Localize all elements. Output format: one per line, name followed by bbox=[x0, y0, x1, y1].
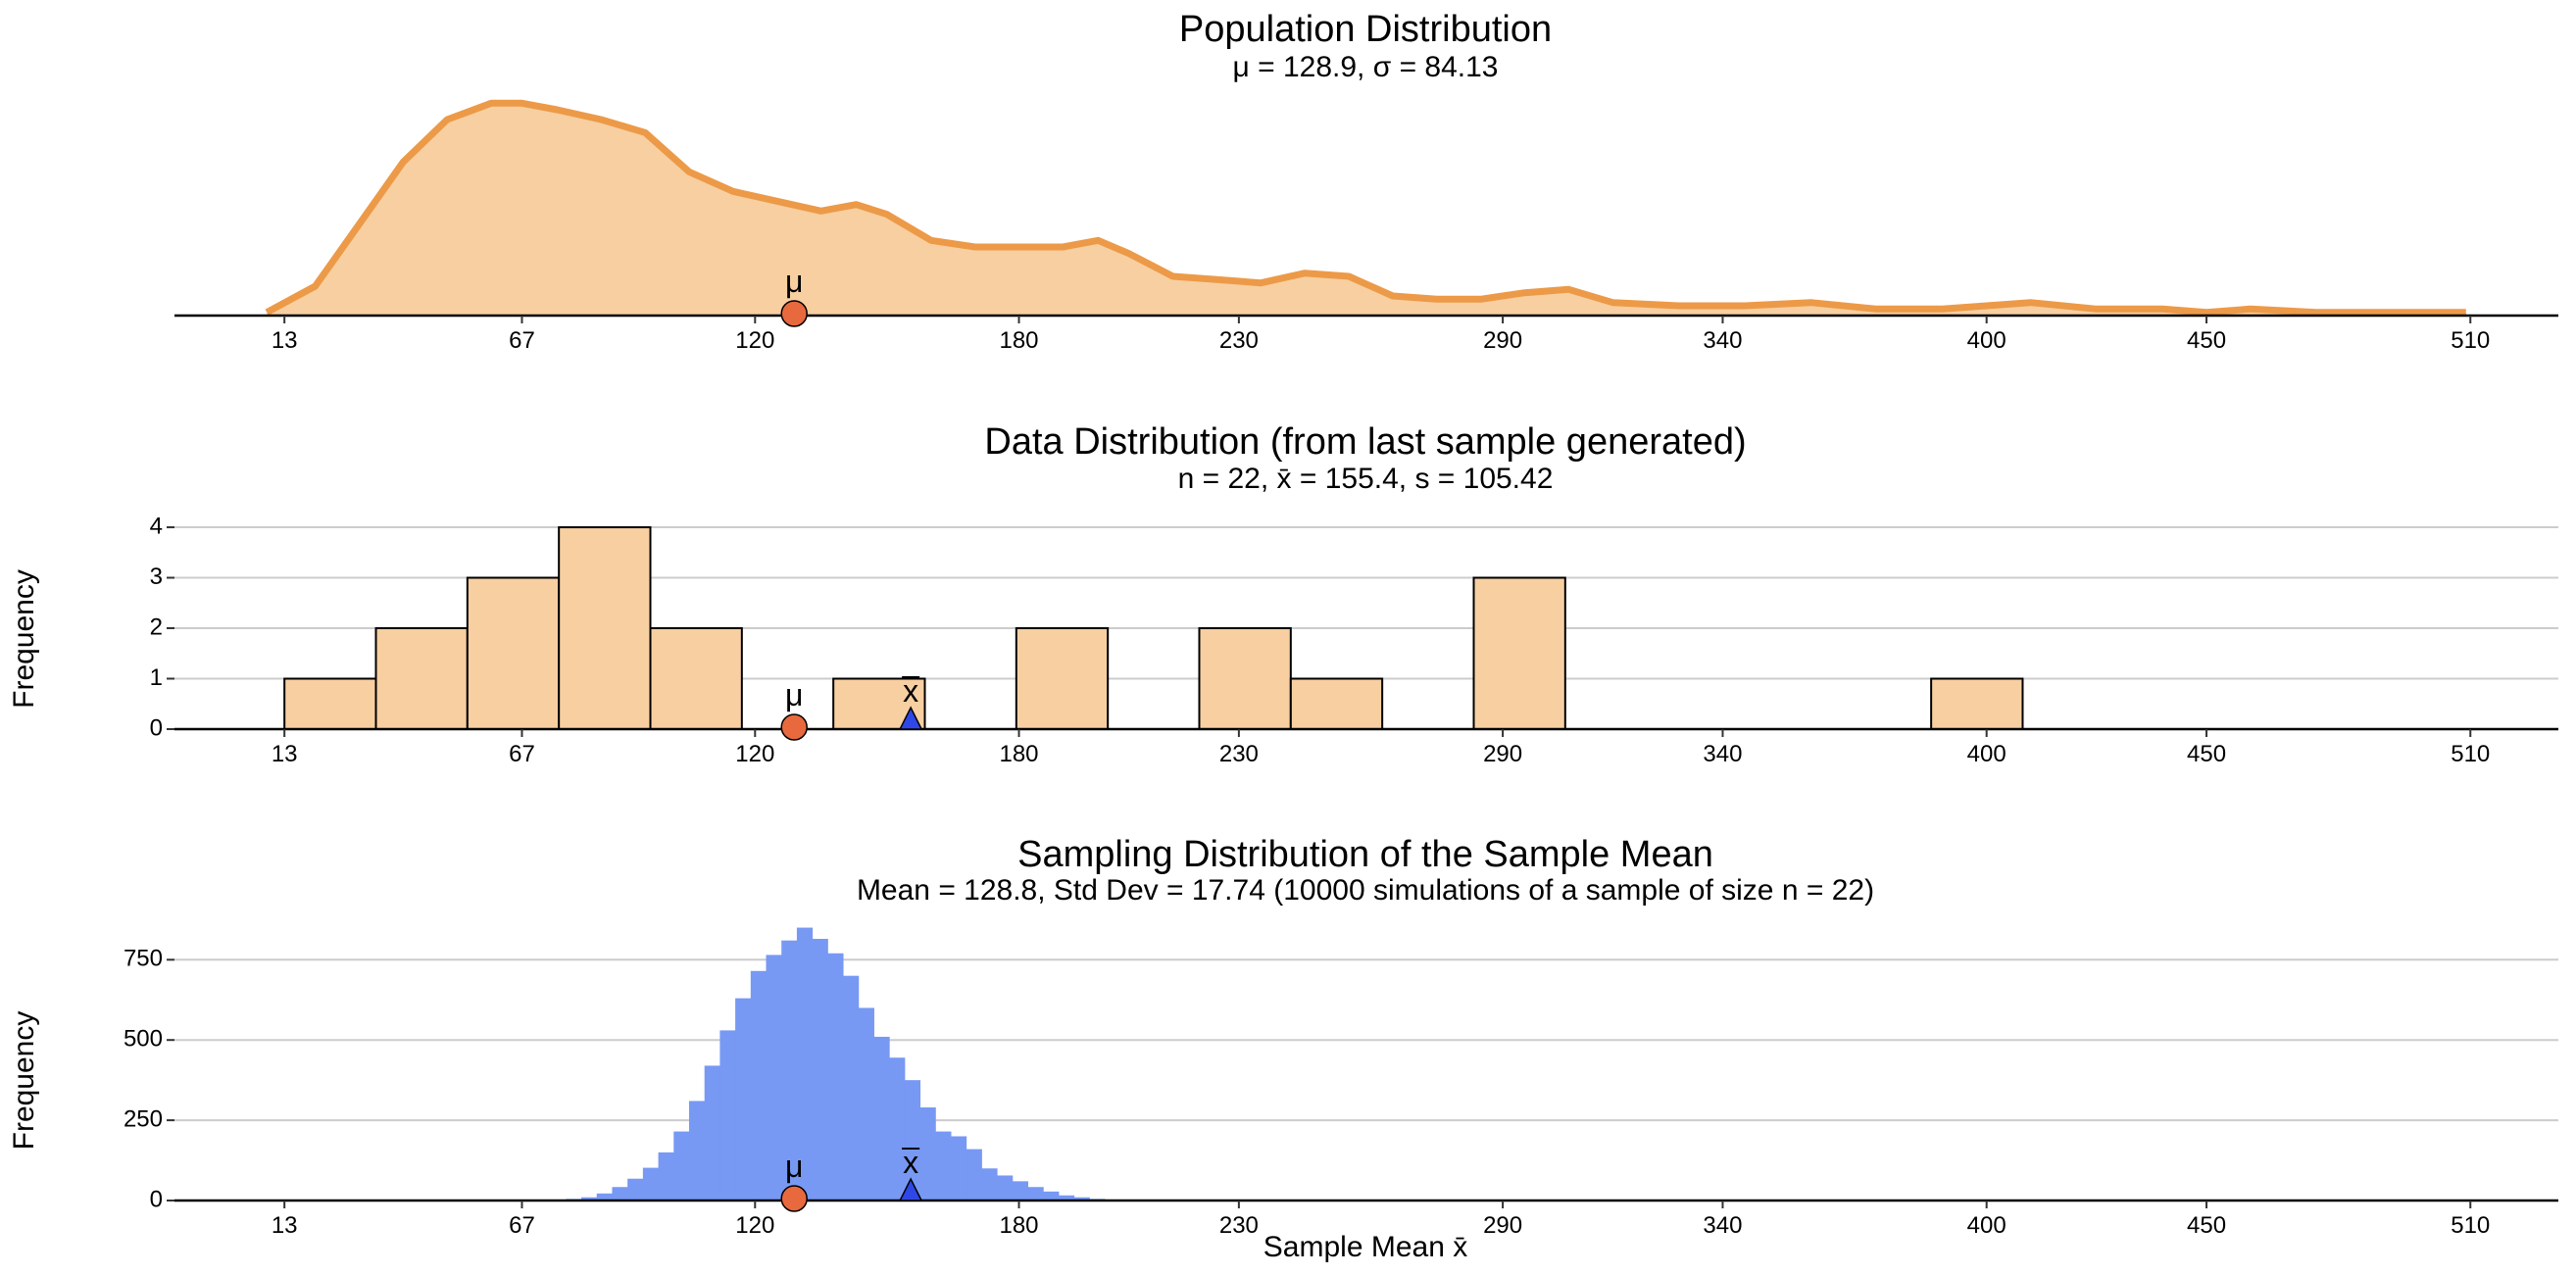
mu-marker bbox=[781, 301, 807, 326]
panel-2: Data Distribution (from last sample gene… bbox=[8, 421, 2558, 767]
x-tick-label: 67 bbox=[509, 741, 535, 767]
x-tick-label: 450 bbox=[2187, 327, 2226, 354]
x-tick-label: 340 bbox=[1703, 741, 1742, 767]
x-axis-label: Sample Mean x̄ bbox=[1263, 1231, 1467, 1263]
histogram-bar bbox=[376, 628, 468, 729]
sampling-bar bbox=[997, 1175, 1013, 1201]
panel-title: Population Distribution bbox=[1179, 9, 1552, 50]
sampling-bar bbox=[627, 1179, 643, 1201]
x-tick-label: 290 bbox=[1483, 327, 1522, 354]
mu-marker bbox=[781, 714, 807, 740]
mu-marker bbox=[781, 1186, 807, 1211]
sampling-bar bbox=[873, 1037, 889, 1201]
sampling-bar bbox=[643, 1168, 659, 1201]
xbar-label: x bbox=[903, 673, 918, 709]
x-tick-label: 67 bbox=[509, 327, 535, 354]
x-tick-label: 510 bbox=[2451, 741, 2490, 767]
sampling-bar bbox=[673, 1132, 689, 1201]
mu-label: μ bbox=[785, 1149, 803, 1184]
x-tick-label: 340 bbox=[1703, 327, 1742, 354]
y-tick-label: 0 bbox=[150, 1186, 163, 1212]
y-axis-label: Frequency bbox=[8, 569, 40, 709]
x-tick-label: 230 bbox=[1219, 327, 1259, 354]
y-tick-label: 250 bbox=[124, 1105, 163, 1132]
y-axis-label: Frequency bbox=[8, 1011, 40, 1151]
x-tick-label: 13 bbox=[272, 741, 298, 767]
sampling-bar bbox=[1043, 1192, 1059, 1201]
mu-label: μ bbox=[785, 264, 803, 299]
sampling-bar bbox=[813, 939, 828, 1201]
histogram-bar bbox=[1016, 628, 1108, 729]
sampling-bar bbox=[843, 976, 859, 1201]
sampling-bar bbox=[719, 1030, 735, 1201]
x-tick-label: 450 bbox=[2187, 1212, 2226, 1239]
x-tick-label: 340 bbox=[1703, 1212, 1742, 1239]
sampling-bar bbox=[966, 1150, 982, 1201]
x-tick-label: 13 bbox=[272, 327, 298, 354]
y-tick-label: 0 bbox=[150, 714, 163, 741]
y-tick-label: 4 bbox=[150, 513, 163, 539]
histogram-bar bbox=[284, 679, 375, 729]
y-tick-label: 500 bbox=[124, 1026, 163, 1053]
sampling-bar bbox=[705, 1065, 720, 1201]
sampling-bar bbox=[951, 1136, 966, 1201]
sampling-bar bbox=[767, 955, 782, 1201]
x-tick-label: 290 bbox=[1483, 741, 1522, 767]
x-tick-label: 230 bbox=[1219, 1212, 1259, 1239]
panel-title: Data Distribution (from last sample gene… bbox=[984, 421, 1746, 463]
x-tick-label: 120 bbox=[735, 741, 774, 767]
y-tick-label: 1 bbox=[150, 664, 163, 691]
x-tick-label: 120 bbox=[735, 1212, 774, 1239]
sampling-bar bbox=[920, 1107, 936, 1201]
sampling-bar bbox=[659, 1152, 674, 1201]
x-tick-label: 13 bbox=[272, 1212, 298, 1239]
histogram-bar bbox=[1199, 628, 1290, 729]
xbar-label: x bbox=[903, 1145, 918, 1180]
histogram-bar bbox=[559, 527, 650, 729]
x-tick-label: 400 bbox=[1967, 1212, 2006, 1239]
histogram-bar bbox=[468, 578, 559, 729]
panel-subtitle: μ = 128.9, σ = 84.13 bbox=[1233, 51, 1499, 83]
x-tick-label: 400 bbox=[1967, 327, 2006, 354]
x-tick-label: 290 bbox=[1483, 1212, 1522, 1239]
sampling-bar bbox=[859, 1007, 874, 1201]
y-tick-label: 3 bbox=[150, 564, 163, 590]
x-tick-label: 450 bbox=[2187, 741, 2226, 767]
x-tick-label: 510 bbox=[2451, 1212, 2490, 1239]
y-tick-label: 2 bbox=[150, 613, 163, 640]
x-tick-label: 67 bbox=[509, 1212, 535, 1239]
mu-label: μ bbox=[785, 677, 803, 712]
x-tick-label: 230 bbox=[1219, 741, 1259, 767]
y-tick-label: 750 bbox=[124, 946, 163, 972]
sampling-bar bbox=[1027, 1187, 1043, 1201]
histogram-bar bbox=[1291, 679, 1382, 729]
sampling-bar bbox=[981, 1168, 997, 1201]
x-tick-label: 180 bbox=[999, 327, 1038, 354]
sampling-bar bbox=[1013, 1181, 1028, 1201]
sampling-bar bbox=[735, 999, 751, 1201]
histogram-bar bbox=[1473, 578, 1564, 729]
sampling-bar bbox=[751, 971, 767, 1201]
sampling-bar bbox=[935, 1132, 951, 1201]
histogram-bar bbox=[651, 628, 742, 729]
panel-subtitle: Mean = 128.8, Std Dev = 17.74 (10000 sim… bbox=[857, 874, 1874, 907]
histogram-bar bbox=[1931, 679, 2022, 729]
sampling-bar bbox=[612, 1187, 627, 1201]
sampling-bar bbox=[689, 1101, 705, 1201]
panel-3: Sampling Distribution of the Sample Mean… bbox=[8, 834, 2558, 1263]
x-tick-label: 180 bbox=[999, 1212, 1038, 1239]
x-tick-label: 180 bbox=[999, 741, 1038, 767]
x-tick-label: 400 bbox=[1967, 741, 2006, 767]
panel-subtitle: n = 22, x̄ = 155.4, s = 105.42 bbox=[1178, 463, 1554, 495]
sampling-bar bbox=[827, 954, 843, 1201]
x-tick-label: 510 bbox=[2451, 327, 2490, 354]
panel-title: Sampling Distribution of the Sample Mean bbox=[1017, 834, 1713, 875]
x-tick-label: 120 bbox=[735, 327, 774, 354]
